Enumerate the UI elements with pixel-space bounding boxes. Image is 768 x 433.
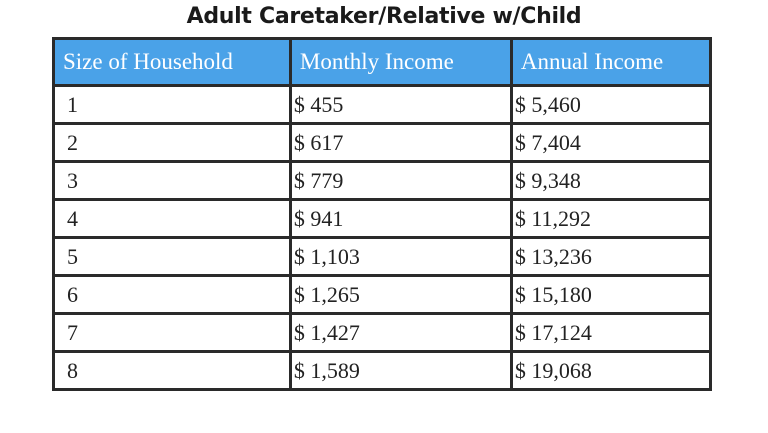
monthly-income-cell: $ 779 (288, 160, 513, 201)
table-row: 8 $ 1,589 $ 19,068 (52, 350, 713, 391)
annual-income-cell: $ 7,404 (509, 122, 713, 163)
household-size-cell: 1 (52, 84, 292, 125)
monthly-income-cell: $ 941 (288, 198, 513, 239)
annual-income-cell: $ 9,348 (509, 160, 713, 201)
annual-income-cell: $ 11,292 (509, 198, 713, 239)
table-title: Adult Caretaker/Relative w/Child (186, 4, 582, 29)
table-row: 1 $ 455 $ 5,460 (52, 84, 713, 125)
header-row: Size of Household Monthly Income Annual … (52, 37, 713, 87)
table-row: 7 $ 1,427 $ 17,124 (52, 312, 713, 353)
monthly-income-cell: $ 455 (288, 84, 513, 125)
household-size-cell: 2 (52, 122, 292, 163)
household-size-cell: 4 (52, 198, 292, 239)
household-size-cell: 3 (52, 160, 292, 201)
monthly-income-cell: $ 1,265 (288, 274, 513, 315)
annual-income-cell: $ 15,180 (509, 274, 713, 315)
household-size-cell: 8 (52, 350, 292, 391)
table-row: 3 $ 779 $ 9,348 (52, 160, 713, 201)
monthly-income-cell: $ 1,427 (288, 312, 513, 353)
header-annual-income: Annual Income (509, 37, 713, 87)
annual-income-cell: $ 5,460 (509, 84, 713, 125)
monthly-income-cell: $ 1,589 (288, 350, 513, 391)
annual-income-cell: $ 19,068 (509, 350, 713, 391)
income-table: Size of Household Monthly Income Annual … (52, 37, 713, 391)
monthly-income-cell: $ 1,103 (288, 236, 513, 277)
annual-income-cell: $ 13,236 (509, 236, 713, 277)
household-size-cell: 7 (52, 312, 292, 353)
table-row: 6 $ 1,265 $ 15,180 (52, 274, 713, 315)
household-size-cell: 5 (52, 236, 292, 277)
table-row: 5 $ 1,103 $ 13,236 (52, 236, 713, 277)
table-row: 2 $ 617 $ 7,404 (52, 122, 713, 163)
annual-income-cell: $ 17,124 (509, 312, 713, 353)
monthly-income-cell: $ 617 (288, 122, 513, 163)
table-row: 4 $ 941 $ 11,292 (52, 198, 713, 239)
header-household-size: Size of Household (52, 37, 292, 87)
household-size-cell: 6 (52, 274, 292, 315)
header-monthly-income: Monthly Income (288, 37, 513, 87)
